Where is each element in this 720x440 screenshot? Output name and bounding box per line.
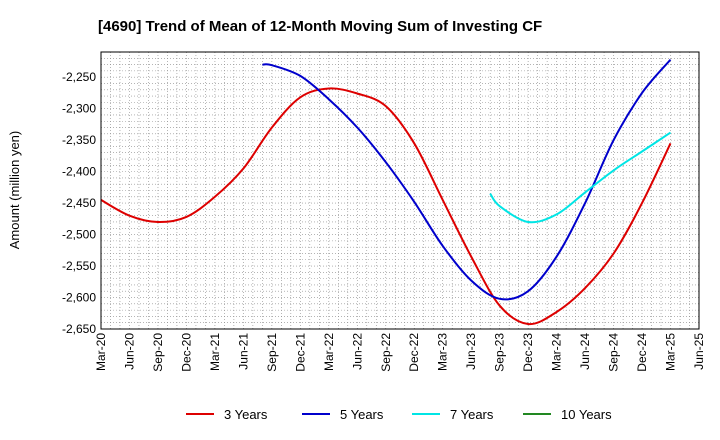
x-tick-label: Mar-22 — [322, 333, 336, 371]
x-tick-label: Mar-25 — [664, 333, 678, 371]
y-tick-label: -2,550 — [62, 259, 96, 273]
y-axis-title: Amount (million yen) — [7, 131, 22, 250]
x-tick-label: Dec-21 — [293, 333, 307, 372]
y-tick-label: -2,500 — [62, 228, 96, 242]
x-tick-label: Sep-21 — [265, 333, 279, 372]
x-tick-label: Jun-24 — [578, 333, 592, 370]
x-tick-label: Jun-25 — [692, 333, 706, 370]
y-tick-label: -2,250 — [62, 70, 96, 84]
y-tick-label: -2,650 — [62, 322, 96, 336]
x-tick-label: Mar-23 — [436, 333, 450, 371]
plot-border — [100, 51, 700, 330]
x-tick-label: Jun-22 — [350, 333, 364, 370]
x-tick-label: Mar-20 — [94, 333, 108, 371]
x-tick-label: Dec-20 — [179, 333, 193, 372]
series-line-5-years — [262, 58, 672, 301]
x-tick-label: Jun-20 — [122, 333, 136, 370]
legend-label-3-years: 3 Years — [224, 407, 268, 422]
x-axis-ticks: Mar-20 Jun-20 Sep-20 Dec-20 Mar-21 Jun-21 Sep-… — [94, 333, 706, 372]
chart-title: [4690] Trend of Mean of 12-Month Moving … — [98, 18, 542, 35]
y-tick-label: -2,350 — [62, 133, 96, 147]
x-tick-label: Dec-24 — [635, 333, 649, 372]
legend-label-7-years: 7 Years — [450, 407, 494, 422]
x-tick-label: Mar-21 — [208, 333, 222, 371]
y-axis-ticks: -2,650 -2,600 -2,550 -2,500 -2,450 -2,400 -2,3… — [62, 70, 96, 336]
series-layer — [100, 58, 672, 326]
y-tick-label: -2,300 — [62, 102, 96, 116]
legend-label-5-years: 5 Years — [340, 407, 384, 422]
legend-label-10-years: 10 Years — [561, 407, 612, 422]
plot-area — [101, 52, 699, 329]
x-tick-label: Sep-20 — [151, 333, 165, 372]
legend: 3 Years 5 Years 7 Years 10 Years — [186, 407, 612, 422]
x-tick-label: Jun-23 — [464, 333, 478, 370]
x-tick-label: Dec-23 — [521, 333, 535, 372]
x-tick-label: Mar-24 — [550, 333, 564, 371]
x-tick-label: Sep-23 — [493, 333, 507, 372]
x-tick-label: Jun-21 — [236, 333, 250, 370]
series-line-7-years — [489, 131, 672, 224]
y-tick-label: -2,600 — [62, 291, 96, 305]
x-tick-label: Sep-24 — [607, 333, 621, 372]
x-tick-label: Sep-22 — [379, 333, 393, 372]
series-line-3-years — [100, 87, 672, 326]
y-tick-label: -2,450 — [62, 196, 96, 210]
horizontal-gridlines — [101, 57, 699, 324]
x-tick-label: Dec-22 — [407, 333, 421, 372]
y-tick-label: -2,400 — [62, 165, 96, 179]
